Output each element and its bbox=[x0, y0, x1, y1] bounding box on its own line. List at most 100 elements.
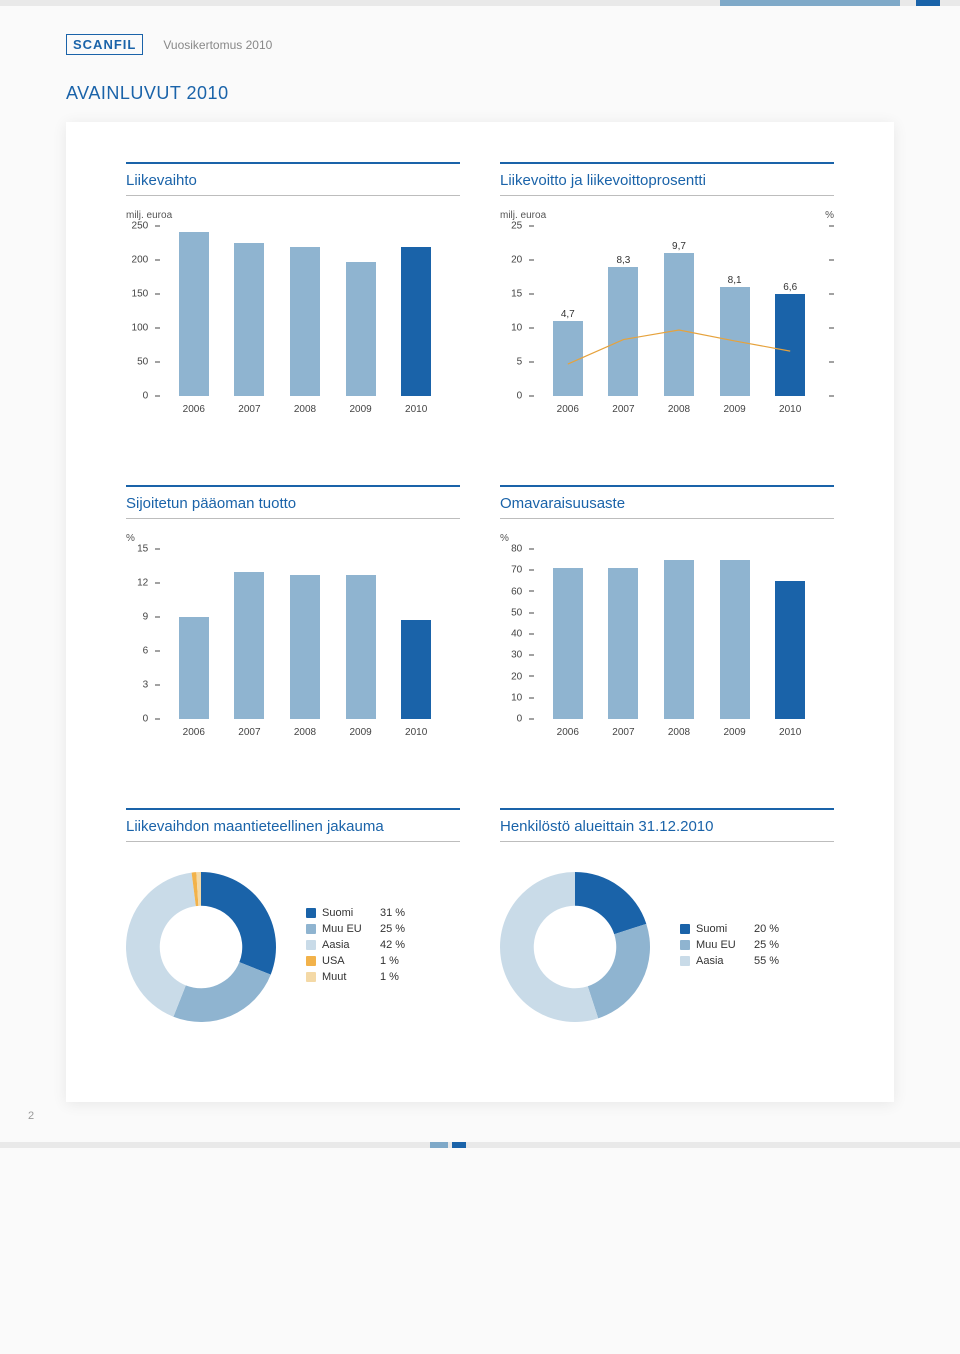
xlabel: 2006 bbox=[557, 727, 579, 738]
donut-slice bbox=[173, 962, 270, 1022]
chart-liikevoitto: Liikevoitto ja liikevoittoprosentti milj… bbox=[500, 162, 834, 415]
bar bbox=[290, 575, 320, 719]
legend-swatch bbox=[306, 956, 316, 966]
y-axis-unit: % bbox=[500, 533, 509, 544]
legend: Suomi20 % Muu EU25 % Aasia55 % bbox=[680, 923, 790, 971]
legend-row: Aasia42 % bbox=[306, 939, 416, 951]
ytick: 250 bbox=[126, 221, 160, 232]
xlabel: 2008 bbox=[668, 404, 690, 415]
legend-row: Aasia55 % bbox=[680, 955, 790, 967]
chart-sijoitetun: Sijoitetun pääoman tuotto % 0 3 6 9 12 1… bbox=[126, 485, 460, 738]
ytick: 40 bbox=[500, 629, 534, 640]
chart-omavaraisuus: Omavaraisuusaste % 0 10 20 30 40 50 60 7… bbox=[500, 485, 834, 738]
xlabel: 2010 bbox=[405, 404, 427, 415]
legend-value: 25 % bbox=[380, 923, 416, 935]
legend-swatch bbox=[306, 940, 316, 950]
chart-liikevaihto: Liikevaihto milj. euroa 0 50 100 150 200… bbox=[126, 162, 460, 415]
donut-slice bbox=[575, 872, 646, 934]
ytick: 0 bbox=[126, 391, 160, 402]
bar-value-label: 6,6 bbox=[783, 282, 797, 293]
bar bbox=[664, 253, 694, 396]
legend-value: 42 % bbox=[380, 939, 416, 951]
xlabel: 2006 bbox=[183, 727, 205, 738]
bar bbox=[553, 568, 583, 719]
xlabel: 2006 bbox=[183, 404, 205, 415]
xlabel: 2007 bbox=[612, 727, 634, 738]
bar-value-label: 4,7 bbox=[561, 309, 575, 320]
xlabel: 2008 bbox=[294, 404, 316, 415]
legend-swatch bbox=[306, 972, 316, 982]
bar bbox=[775, 294, 805, 396]
xlabel: 2009 bbox=[723, 727, 745, 738]
legend-swatch bbox=[680, 940, 690, 950]
legend-swatch bbox=[306, 924, 316, 934]
legend-label: Muut bbox=[322, 971, 374, 983]
legend-row: Muu EU25 % bbox=[680, 939, 790, 951]
xlabel: 2009 bbox=[349, 404, 371, 415]
legend-swatch bbox=[680, 924, 690, 934]
donut-henkilosto: Henkilöstö alueittain 31.12.2010 Suomi20… bbox=[500, 808, 834, 1022]
ytick: 15 bbox=[126, 544, 160, 555]
bar bbox=[720, 560, 750, 719]
legend-value: 31 % bbox=[380, 907, 416, 919]
xlabel: 2010 bbox=[405, 727, 427, 738]
legend-row: Suomi20 % bbox=[680, 923, 790, 935]
donut-slice bbox=[588, 924, 650, 1019]
x-labels: 20062007200820092010 bbox=[166, 404, 444, 415]
legend-value: 55 % bbox=[754, 955, 790, 967]
chart-title: Omavaraisuusaste bbox=[500, 485, 834, 519]
legend-row: Muu EU25 % bbox=[306, 923, 416, 935]
ytick: 10 bbox=[500, 692, 534, 703]
bar bbox=[234, 243, 264, 396]
legend-label: Muu EU bbox=[696, 939, 748, 951]
donut-liikevaihdon: Liikevaihdon maantieteellinen jakauma Su… bbox=[126, 808, 460, 1022]
chart-title: Liikevaihdon maantieteellinen jakauma bbox=[126, 808, 460, 842]
chart-title: Liikevaihto bbox=[126, 162, 460, 196]
legend-label: Suomi bbox=[322, 907, 374, 919]
bar bbox=[179, 232, 209, 396]
y-axis-unit-right: % bbox=[825, 210, 834, 221]
y-axis-unit-left: milj. euroa bbox=[500, 210, 546, 221]
ytick: 50 bbox=[500, 607, 534, 618]
ytick-right bbox=[829, 289, 834, 300]
legend-swatch bbox=[306, 908, 316, 918]
bar bbox=[720, 287, 750, 396]
legend-swatch bbox=[680, 956, 690, 966]
chart-title: Henkilöstö alueittain 31.12.2010 bbox=[500, 808, 834, 842]
ytick: 6 bbox=[126, 646, 160, 657]
ytick: 60 bbox=[500, 586, 534, 597]
y-axis-unit: % bbox=[126, 533, 135, 544]
ytick: 200 bbox=[126, 255, 160, 266]
bar bbox=[401, 620, 431, 719]
ytick-right bbox=[829, 391, 834, 402]
bar bbox=[553, 321, 583, 396]
header: SCANFIL Vuosikertomus 2010 bbox=[0, 6, 960, 63]
bar bbox=[608, 267, 638, 396]
ytick: 10 bbox=[500, 323, 534, 334]
chart-area: 0 10 20 30 40 50 60 70 80 bbox=[540, 549, 818, 719]
ytick: 0 bbox=[500, 714, 534, 725]
ytick: 20 bbox=[500, 255, 534, 266]
ytick: 100 bbox=[126, 323, 160, 334]
ytick: 30 bbox=[500, 650, 534, 661]
legend-label: USA bbox=[322, 955, 374, 967]
donut-svg bbox=[500, 872, 650, 1022]
xlabel: 2009 bbox=[349, 727, 371, 738]
xlabel: 2010 bbox=[779, 404, 801, 415]
bar bbox=[401, 247, 431, 396]
bottom-strip bbox=[0, 1142, 960, 1148]
xlabel: 2006 bbox=[557, 404, 579, 415]
bar bbox=[179, 617, 209, 719]
bar bbox=[664, 560, 694, 719]
ytick: 5 bbox=[500, 357, 534, 368]
bar bbox=[346, 575, 376, 719]
bar bbox=[775, 581, 805, 719]
xlabel: 2010 bbox=[779, 727, 801, 738]
legend-value: 20 % bbox=[754, 923, 790, 935]
ytick: 25 bbox=[500, 221, 534, 232]
xlabel: 2007 bbox=[238, 727, 260, 738]
donut-slice bbox=[201, 872, 276, 975]
ytick-right bbox=[829, 323, 834, 334]
ytick: 0 bbox=[126, 714, 160, 725]
x-labels: 20062007200820092010 bbox=[540, 404, 818, 415]
